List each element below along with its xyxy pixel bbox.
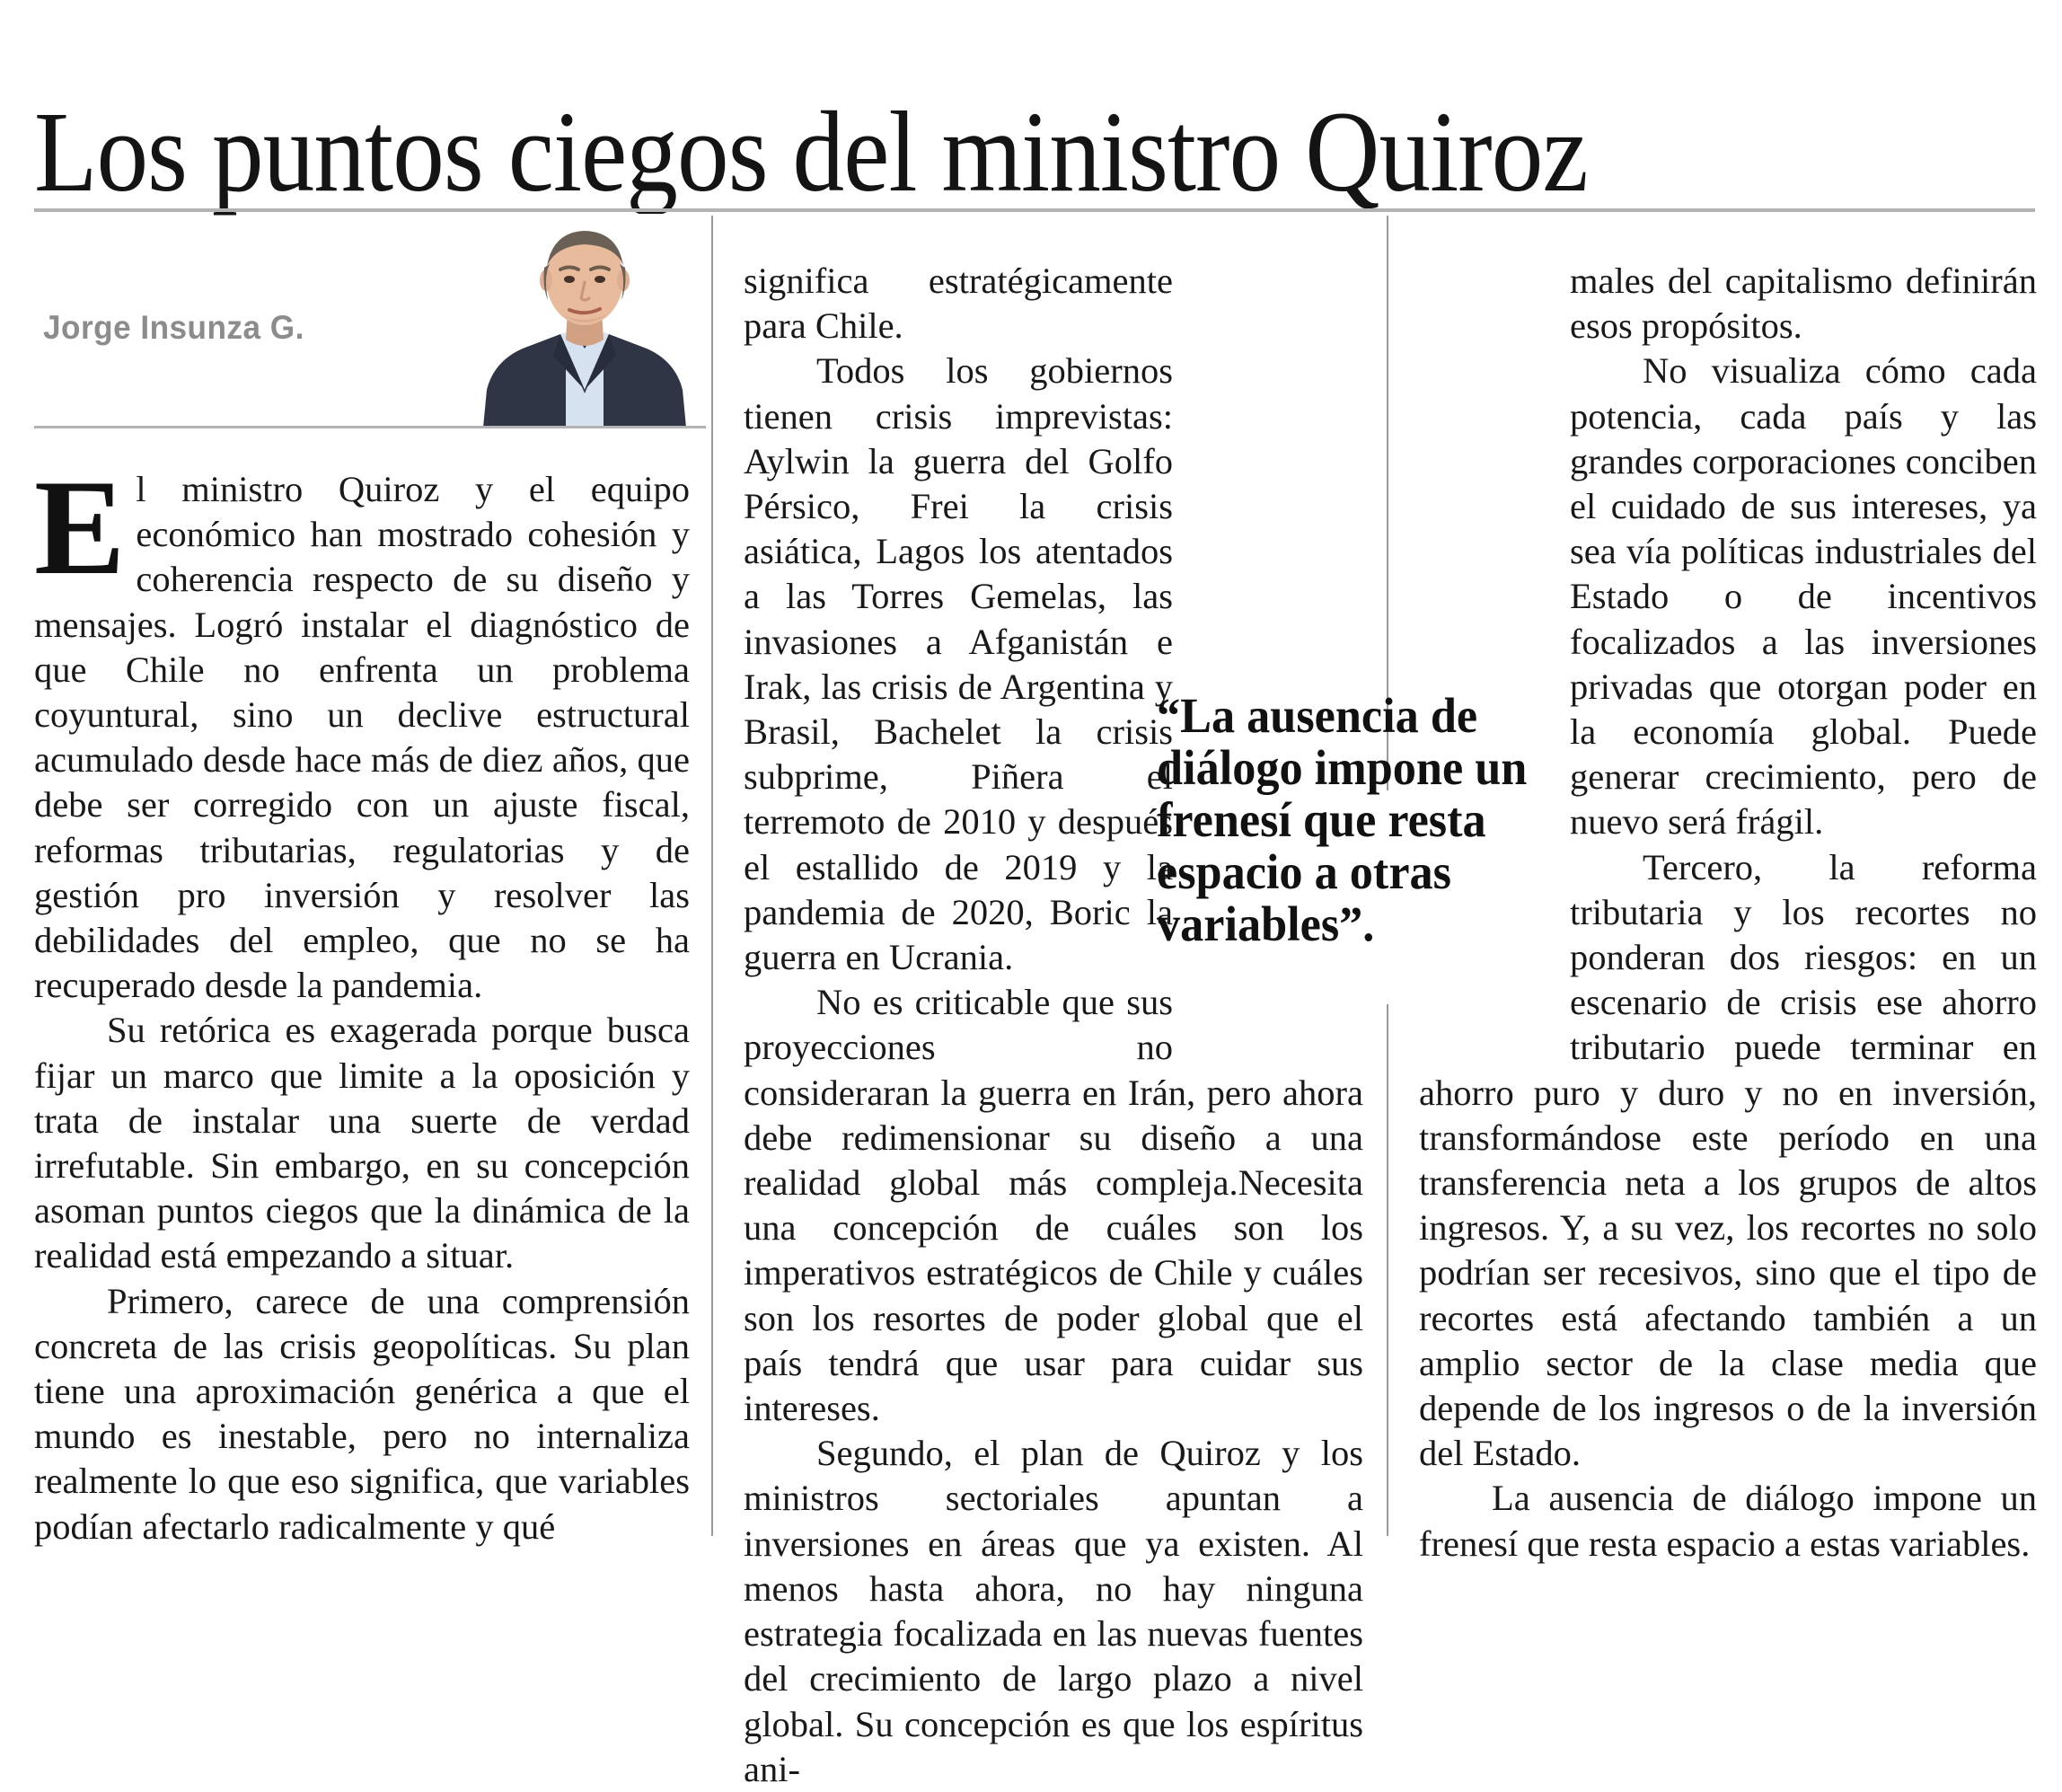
pull-quote: “La ausencia de diálogo impone un frenes…	[1157, 688, 1528, 951]
header-divider-rule	[34, 208, 2035, 212]
paragraph-text: Segundo, el plan de Quiroz y los ministr…	[744, 1433, 1363, 1789]
author-name: Jorge Insunza G.	[43, 309, 304, 346]
paragraph-text: No es criticable que sus proyecciones no…	[744, 982, 1363, 1429]
paragraph-text: significa estratégicamente para Chile.	[744, 260, 1173, 347]
paragraph: No es criticable que sus proyecciones no…	[744, 980, 1363, 1431]
paragraph: Segundo, el plan de Quiroz y los ministr…	[744, 1431, 1363, 1792]
paragraph: Todos los gobiernos tienen crisis imprev…	[744, 349, 1363, 980]
paragraph-text: Primero, carece de una comprensión concr…	[34, 1280, 690, 1547]
byline-divider-rule	[34, 426, 706, 428]
paragraph: No visualiza cómo cada potencia, cada pa…	[1419, 349, 2037, 844]
paragraph: Primero, carece de una comprensión concr…	[34, 1279, 690, 1549]
paragraph-text: La ausencia de diálogo impone un frenesí…	[1419, 1478, 2037, 1564]
paragraph-text: Todos los gobiernos tienen crisis imprev…	[744, 350, 1173, 978]
paragraph-text: Su retórica es exagerada porque busca fi…	[34, 1010, 690, 1276]
paragraph: La ausencia de diálogo impone un frenesí…	[1419, 1476, 2037, 1566]
newspaper-page: Los puntos ciegos del ministro Quiroz Jo…	[34, 87, 2037, 1789]
paragraph: significa estratégicamente para Chile.	[744, 259, 1363, 349]
paragraph: Tercero, la reforma tributaria y los rec…	[1419, 845, 2037, 1477]
paragraph-text: Tercero, la reforma tributaria y los rec…	[1419, 846, 2037, 1474]
paragraph: males del capitalismo definirán esos pro…	[1419, 259, 2037, 349]
paragraph-text: l ministro Quiroz y el equipo económico …	[34, 469, 690, 1006]
paragraph-text: No visualiza cómo cada potencia, cada pa…	[1570, 350, 2037, 843]
paragraph: Su retórica es exagerada porque busca fi…	[34, 1008, 690, 1278]
byline-block: Jorge Insunza G.	[34, 216, 706, 429]
article-column-3: males del capitalismo definirán esos pro…	[1419, 259, 2037, 1567]
column-divider-1	[711, 216, 713, 1536]
page-title: Los puntos ciegos del ministro Quiroz	[34, 87, 1589, 216]
article-column-2: significa estratégicamente para Chile. T…	[744, 259, 1363, 1792]
column-divider-2-upper	[1387, 216, 1388, 790]
column-divider-2-lower	[1387, 1004, 1388, 1536]
paragraph-text: males del capitalismo definirán esos pro…	[1570, 260, 2037, 347]
author-portrait	[467, 214, 702, 428]
drop-cap: E	[34, 452, 126, 603]
